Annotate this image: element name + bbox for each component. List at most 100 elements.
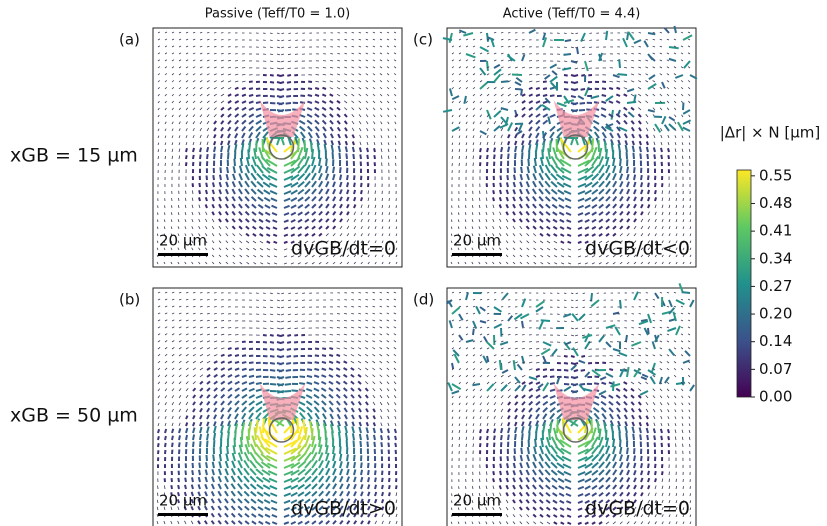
quiver-arrow bbox=[234, 367, 240, 371]
quiver-arrow bbox=[520, 447, 523, 455]
quiver-arrow bbox=[157, 312, 161, 315]
quiver-arrow bbox=[688, 135, 691, 139]
quiver-arrow bbox=[514, 152, 517, 160]
quiver-arrow bbox=[358, 31, 362, 34]
quiver-arrow bbox=[486, 134, 489, 139]
quiver-arrow bbox=[339, 233, 343, 237]
quiver-arrow bbox=[464, 219, 467, 223]
quiver-arrow bbox=[505, 470, 509, 476]
quiver-arrow bbox=[393, 305, 397, 308]
quiver-arrow bbox=[626, 210, 631, 216]
quiver-arrow bbox=[661, 226, 664, 230]
quiver-arrow bbox=[256, 434, 264, 448]
quiver-arrow bbox=[528, 425, 532, 434]
quiver-arrow bbox=[311, 164, 317, 174]
quiver-arrow bbox=[171, 340, 175, 343]
quiver-arrow bbox=[590, 95, 600, 100]
quiver-arrow bbox=[451, 135, 454, 139]
quiver-arrow bbox=[170, 506, 173, 511]
quiver-arrow bbox=[163, 240, 166, 244]
quiver-arrow bbox=[493, 52, 497, 55]
quiver-arrow bbox=[360, 484, 364, 490]
quiver-arrow bbox=[486, 347, 490, 350]
quiver-arrow bbox=[493, 354, 497, 357]
quiver-arrow bbox=[537, 383, 544, 389]
quiver-arrow bbox=[630, 394, 635, 399]
quiver-arrow bbox=[507, 122, 514, 132]
quiver-arrow bbox=[675, 240, 678, 244]
quiver-arrow bbox=[304, 498, 311, 504]
quiver-arrow bbox=[631, 426, 635, 434]
quiver-arrow bbox=[380, 155, 383, 160]
quiver-arrow bbox=[234, 406, 240, 413]
quiver-arrow bbox=[682, 261, 685, 265]
quiver-arrow bbox=[689, 261, 692, 265]
quiver-arrow bbox=[372, 38, 376, 41]
quiver-arrow bbox=[478, 211, 481, 216]
quiver-arrow bbox=[234, 380, 240, 385]
quiver-arrow bbox=[262, 131, 269, 139]
particle bbox=[268, 417, 295, 443]
quiver-arrow bbox=[290, 255, 295, 258]
quiver-arrow bbox=[507, 146, 511, 153]
quiver-arrow bbox=[507, 59, 511, 62]
quiver-arrow bbox=[457, 521, 460, 525]
quiver-arrow bbox=[283, 514, 290, 518]
quiver-arrow bbox=[213, 134, 217, 139]
quiver-arrow bbox=[206, 326, 210, 329]
quiver-arrow bbox=[199, 114, 203, 118]
quiver-arrow bbox=[675, 261, 678, 265]
quiver-arrow bbox=[157, 436, 160, 441]
quiver-arrow bbox=[512, 261, 516, 265]
quiver-arrow bbox=[558, 204, 565, 209]
quiver-arrow bbox=[633, 174, 637, 181]
quiver-arrow bbox=[666, 326, 670, 329]
quiver-arrow bbox=[612, 521, 616, 525]
quiver-arrow bbox=[234, 106, 240, 111]
quiver-arrow bbox=[379, 326, 383, 329]
quiver-arrow bbox=[219, 167, 222, 174]
quiver-arrow bbox=[269, 74, 274, 77]
quiver-arrow bbox=[206, 354, 211, 357]
quiver-arrow bbox=[387, 100, 390, 104]
quiver-arrow bbox=[297, 513, 304, 518]
quiver-arrow bbox=[647, 521, 651, 525]
quiver-arrow bbox=[351, 146, 355, 153]
quiver-arrow bbox=[592, 119, 600, 125]
quiver-arrow bbox=[255, 375, 262, 378]
quiver-arrow bbox=[577, 204, 584, 209]
quiver-arrow bbox=[358, 52, 362, 55]
quiver-arrow bbox=[681, 402, 684, 406]
quiver-arrow bbox=[575, 313, 579, 316]
quiver-arrow bbox=[336, 106, 341, 111]
quiver-arrow bbox=[394, 402, 397, 406]
quiver-arrow bbox=[393, 395, 397, 399]
quiver-arrow bbox=[528, 80, 533, 83]
quiver-arrow bbox=[598, 428, 602, 441]
quiver-arrow bbox=[591, 164, 600, 174]
quiver-arrow bbox=[549, 382, 555, 385]
quiver-arrow bbox=[325, 210, 330, 216]
quiver-arrow bbox=[652, 86, 656, 90]
quiver-arrow bbox=[344, 66, 348, 69]
quiver-arrow bbox=[584, 507, 590, 511]
quiver-arrow bbox=[213, 340, 218, 343]
quiver-arrow bbox=[224, 210, 229, 216]
quiver-arrow bbox=[458, 148, 461, 153]
quiver-arrow bbox=[486, 73, 490, 76]
quiver-arrow bbox=[328, 387, 334, 392]
quiver-arrow bbox=[344, 319, 348, 322]
quiver-arrow bbox=[218, 261, 222, 265]
quiver-arrow bbox=[364, 387, 369, 392]
quiver-arrow bbox=[465, 354, 469, 357]
quiver-arrow bbox=[314, 125, 320, 132]
quiver-arrow bbox=[610, 383, 621, 388]
quiver-arrow bbox=[526, 247, 530, 251]
quiver-arrow bbox=[451, 306, 461, 315]
quiver-arrow bbox=[199, 401, 204, 406]
quiver-arrow bbox=[290, 469, 300, 476]
quiver-arrow bbox=[197, 484, 201, 490]
quiver-arrow bbox=[605, 372, 614, 378]
quiver-arrow bbox=[688, 409, 691, 413]
quiver-arrow bbox=[245, 436, 250, 448]
